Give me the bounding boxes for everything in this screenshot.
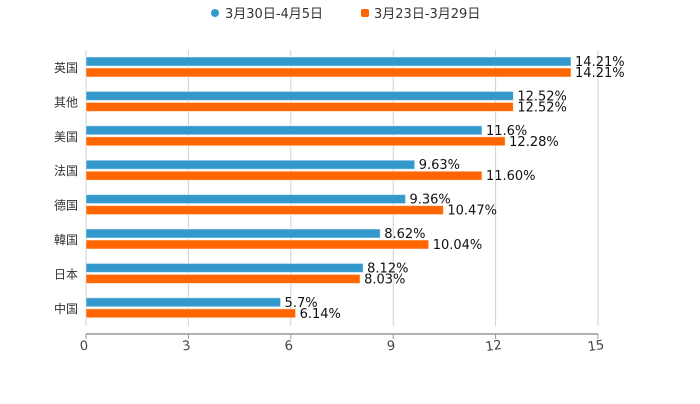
category-label: 日本 [54,267,78,281]
data-label: 14.21% [575,55,625,70]
data-label: 8.62% [384,227,425,242]
bar-series1 [85,90,514,101]
data-label: 10.04% [433,238,483,253]
data-label: 8.03% [364,272,405,287]
category-label: 美国 [54,130,78,144]
legend-marker-series2 [361,9,369,17]
x-tick-label: 12 [484,338,502,355]
x-tick-label: 15 [587,338,605,355]
bar-series1 [85,262,364,273]
bar-series1 [85,56,572,67]
data-label: 12.52% [517,89,567,104]
bar-series1 [85,228,381,239]
bar-series2 [85,239,430,250]
legend-marker-series1 [211,9,219,17]
category-label: 德国 [54,198,78,213]
bar-series1 [85,297,282,308]
bar-series2 [85,273,361,284]
x-tick-label: 9 [386,338,396,354]
bar-series2 [85,136,506,147]
legend-label-series2: 3月23日-3月29日 [374,7,480,22]
category-label: 法国 [54,164,78,178]
category-label: 中国 [54,301,78,316]
data-label: 11.60% [486,169,536,184]
data-label: 9.63% [419,158,460,173]
bar-series2 [85,101,514,112]
data-label: 11.6% [486,124,527,139]
data-label: 14.21% [575,66,625,81]
bar-series2 [85,170,483,181]
bar-series2 [85,205,444,216]
category-label: 其他 [54,95,78,109]
category-label: 英国 [54,61,78,75]
data-label: 8.12% [367,261,408,276]
x-tick-label: 3 [181,338,191,354]
category-label: 韓国 [54,233,78,247]
legend-label-series1: 3月30日-4月5日 [225,7,323,22]
bar-series2 [85,308,297,319]
x-tick-label: 6 [284,338,294,354]
data-label: 10.47% [447,204,497,219]
data-label: 9.36% [409,193,450,208]
bar-series1 [85,194,406,205]
bar-series1 [85,125,483,136]
bar-series1 [85,159,416,170]
x-tick-label: 0 [79,338,89,354]
data-label: 12.28% [509,135,559,150]
bar-series2 [85,67,572,78]
data-label: 6.14% [300,307,341,322]
data-label: 12.52% [517,100,567,115]
data-label: 5.7% [285,296,318,311]
